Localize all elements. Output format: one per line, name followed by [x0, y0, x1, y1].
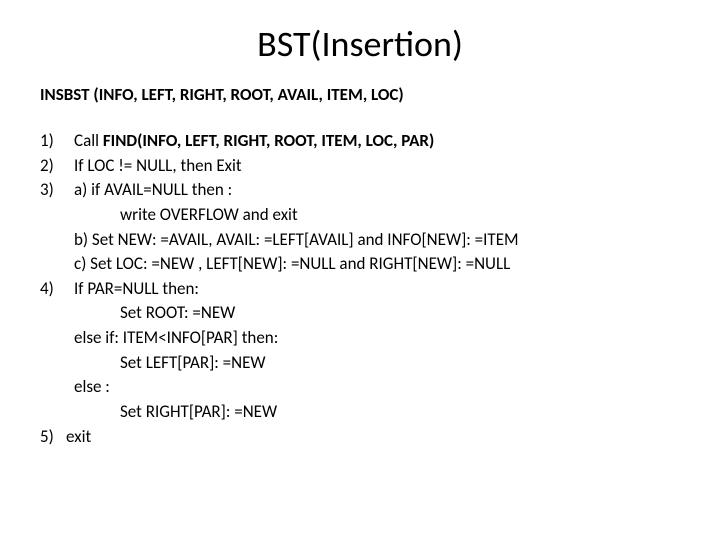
step-2: 2) If LOC != NULL, then Exit: [40, 154, 680, 179]
slide: BST(Insertion) INSBST (INFO, LEFT, RIGHT…: [0, 0, 720, 540]
step-1: 1) Call FIND(INFO, LEFT, RIGHT, ROOT, IT…: [40, 129, 680, 154]
step-body: exit: [66, 425, 680, 450]
step-number: [40, 400, 74, 425]
step-body: else if: ITEM<INFO[PAR] then:: [74, 326, 680, 351]
step-body: Set RIGHT[PAR]: =NEW: [74, 400, 680, 425]
step-number: [40, 203, 74, 228]
step-number: 1): [40, 129, 74, 154]
step-3: 3) a) if AVAIL=NULL then :: [40, 178, 680, 203]
step-body: If PAR=NULL then:: [74, 277, 680, 302]
algorithm-steps: 1) Call FIND(INFO, LEFT, RIGHT, ROOT, IT…: [40, 129, 680, 449]
step-5: 5) exit: [40, 425, 680, 450]
step-number: [40, 252, 74, 277]
step-number: 2): [40, 154, 74, 179]
step-body: Set LEFT[PAR]: =NEW: [74, 351, 680, 376]
step-body: Call FIND(INFO, LEFT, RIGHT, ROOT, ITEM,…: [74, 129, 680, 154]
step-number: 3): [40, 178, 74, 203]
step-3b: b) Set NEW: =AVAIL, AVAIL: =LEFT[AVAIL] …: [40, 228, 680, 253]
step-body: c) Set LOC: =NEW , LEFT[NEW]: =NULL and …: [74, 252, 680, 277]
step-4-elseif: else if: ITEM<INFO[PAR] then:: [40, 326, 680, 351]
step-4b: Set LEFT[PAR]: =NEW: [40, 351, 680, 376]
step-number: [40, 326, 74, 351]
step-4a: Set ROOT: =NEW: [40, 301, 680, 326]
step-body: b) Set NEW: =AVAIL, AVAIL: =LEFT[AVAIL] …: [74, 228, 680, 253]
step-text-bold: FIND(INFO, LEFT, RIGHT, ROOT, ITEM, LOC,…: [103, 130, 434, 151]
step-number: 4): [40, 277, 74, 302]
step-number: [40, 351, 74, 376]
step-body: a) if AVAIL=NULL then :: [74, 178, 680, 203]
step-number: [40, 301, 74, 326]
step-body: write OVERFLOW and exit: [74, 203, 680, 228]
algorithm-signature: INSBST (INFO, LEFT, RIGHT, ROOT, AVAIL, …: [40, 84, 680, 105]
step-text-prefix: Call: [74, 130, 103, 151]
step-4-else: else :: [40, 375, 680, 400]
step-body: else :: [74, 375, 680, 400]
step-4: 4) If PAR=NULL then:: [40, 277, 680, 302]
step-number: [40, 228, 74, 253]
step-3a-indent: write OVERFLOW and exit: [40, 203, 680, 228]
step-body: If LOC != NULL, then Exit: [74, 154, 680, 179]
step-4c: Set RIGHT[PAR]: =NEW: [40, 400, 680, 425]
slide-title: BST(Insertion): [40, 22, 680, 66]
step-body: Set ROOT: =NEW: [74, 301, 680, 326]
step-3c: c) Set LOC: =NEW , LEFT[NEW]: =NULL and …: [40, 252, 680, 277]
step-number: [40, 375, 74, 400]
